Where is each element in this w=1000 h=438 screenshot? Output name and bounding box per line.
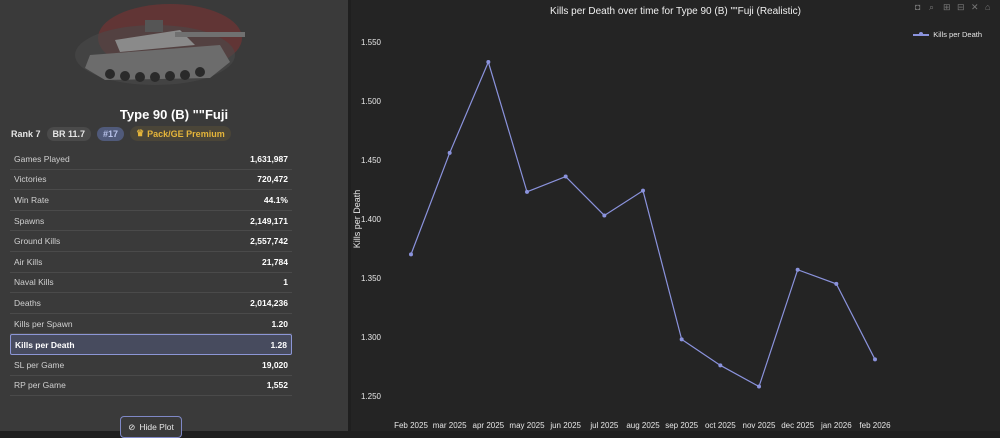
data-point bbox=[602, 213, 607, 218]
data-point bbox=[563, 174, 568, 179]
chart-title: Kills per Death over time for Type 90 (B… bbox=[550, 6, 801, 17]
stat-value: 1.20 bbox=[271, 318, 288, 329]
stat-label: Deaths bbox=[14, 297, 41, 308]
stat-value: 19,020 bbox=[262, 359, 288, 370]
data-point bbox=[525, 189, 529, 194]
data-point bbox=[641, 188, 645, 193]
vehicle-panel: Type 90 (B) ""Fuji Rank 7 BR 11.7 #17 ♛ … bbox=[0, 0, 348, 438]
hide-plot-label: Hide Plot bbox=[139, 422, 174, 432]
hide-plot-button[interactable]: ⊘ Hide Plot bbox=[120, 416, 182, 438]
stat-label: Victories bbox=[14, 174, 47, 185]
data-point bbox=[795, 267, 800, 272]
vehicle-image bbox=[75, 4, 245, 85]
premium-badge: ♛ Pack/GE Premium bbox=[130, 126, 231, 141]
y-tick-label: 1.400 bbox=[361, 215, 382, 224]
stat-value: 720,472 bbox=[257, 174, 288, 185]
y-tick-label: 1.500 bbox=[361, 97, 382, 106]
data-point bbox=[447, 150, 452, 155]
legend-swatch bbox=[913, 32, 930, 36]
stat-row[interactable]: Air Kills 21,784 bbox=[10, 252, 292, 273]
x-tick-label: apr 2025 bbox=[473, 421, 505, 430]
stat-row[interactable]: Victories 720,472 bbox=[10, 170, 292, 191]
x-tick-label: dec 2025 bbox=[781, 421, 814, 430]
br-badge: BR 11.7 bbox=[46, 126, 92, 141]
stat-row[interactable]: Naval Kills 1 bbox=[10, 273, 292, 294]
zoom-out-icon[interactable]: ⊟ bbox=[957, 2, 965, 12]
x-tick-label: feb 2026 bbox=[859, 421, 891, 430]
chart-legend[interactable]: Kills per Death bbox=[913, 30, 982, 39]
stat-row[interactable]: Games Played 1,631,987 bbox=[10, 149, 292, 170]
stat-value: 1.28 bbox=[270, 339, 287, 350]
x-tick-label: sep 2025 bbox=[665, 421, 698, 430]
stat-label: RP per Game bbox=[14, 380, 66, 391]
stat-row-selected[interactable]: Kills per Death 1.28 bbox=[10, 334, 292, 355]
chart-panel: 1.250 1.300 1.350 1.400 1.450 1.500 1.550 Feb 2… bbox=[351, 0, 1000, 431]
premium-label: Pack/GE Premium bbox=[147, 128, 225, 139]
line-chart[interactable]: 1.250 1.300 1.350 1.400 1.450 1.500 1.550 Feb 2… bbox=[351, 0, 1000, 431]
crown-icon: ♛ bbox=[136, 128, 145, 138]
stat-row[interactable]: Deaths 2,014,236 bbox=[10, 293, 292, 314]
stats-table: Games Played 1,631,987 Victories 720,472 W… bbox=[10, 149, 292, 397]
stat-label: Win Rate bbox=[14, 194, 49, 205]
x-tick-label: nov 2025 bbox=[743, 421, 776, 430]
x-tick-label: jul 2025 bbox=[589, 421, 619, 430]
stat-row[interactable]: RP per Game 1,552 bbox=[10, 376, 292, 397]
autoscale-icon[interactable]: ✕ bbox=[971, 2, 979, 12]
data-point bbox=[718, 363, 723, 368]
vehicle-name: Type 90 (B) ""Fuji bbox=[119, 107, 229, 122]
home-icon[interactable]: ⌂ bbox=[985, 2, 991, 12]
stat-label: Ground Kills bbox=[14, 236, 61, 247]
stat-label: Air Kills bbox=[14, 256, 43, 267]
stat-value: 2,557,742 bbox=[250, 236, 288, 247]
data-point bbox=[409, 252, 413, 257]
rank-label: Rank 7 bbox=[11, 128, 41, 139]
y-axis-label: Kills per Death bbox=[352, 190, 362, 249]
series-line bbox=[410, 60, 876, 388]
y-tick-label: 1.350 bbox=[361, 274, 382, 283]
y-tick-label: 1.250 bbox=[361, 392, 382, 401]
stat-value: 1 bbox=[283, 277, 288, 288]
data-point bbox=[834, 281, 839, 286]
data-point bbox=[757, 384, 761, 389]
y-tick-label: 1.550 bbox=[361, 38, 382, 47]
number-badge: #17 bbox=[97, 126, 125, 141]
x-tick-label: may 2025 bbox=[509, 421, 545, 430]
x-tick-label: oct 2025 bbox=[705, 421, 736, 430]
modebar: ◘ ⌕ ⊞ ⊟ ✕ ⌂ bbox=[915, 3, 994, 12]
camera-icon[interactable]: ◘ bbox=[915, 2, 921, 12]
x-tick-label: mar 2025 bbox=[433, 421, 467, 430]
eye-off-icon: ⊘ bbox=[128, 421, 136, 432]
legend-label: Kills per Death bbox=[933, 30, 982, 39]
stat-value: 2,014,236 bbox=[250, 297, 288, 308]
stat-label: Kills per Spawn bbox=[14, 318, 73, 329]
stat-value: 1,552 bbox=[266, 380, 288, 391]
stat-label: Kills per Death bbox=[15, 339, 75, 350]
data-point bbox=[486, 60, 491, 65]
stat-row[interactable]: Spawns 2,149,171 bbox=[10, 211, 292, 232]
stat-label: SL per Game bbox=[14, 359, 65, 370]
y-tick-label: 1.300 bbox=[361, 333, 382, 342]
stat-value: 21,784 bbox=[262, 256, 288, 267]
stat-label: Spawns bbox=[14, 215, 45, 226]
vehicle-tags: Rank 7 BR 11.7 #17 ♛ Pack/GE Premium bbox=[11, 126, 231, 141]
y-tick-label: 1.450 bbox=[361, 156, 382, 165]
stat-label: Naval Kills bbox=[14, 277, 54, 288]
stat-row[interactable]: Ground Kills 2,557,742 bbox=[10, 231, 292, 252]
stat-value: 1,631,987 bbox=[250, 153, 288, 164]
x-tick-label: Feb 2025 bbox=[394, 421, 428, 430]
data-point bbox=[873, 357, 877, 362]
zoom-icon[interactable]: ⌕ bbox=[929, 2, 935, 12]
stat-row[interactable]: SL per Game 19,020 bbox=[10, 355, 292, 376]
data-point bbox=[679, 337, 684, 342]
x-tick-label: jan 2026 bbox=[820, 421, 852, 430]
stat-row[interactable]: Kills per Spawn 1.20 bbox=[10, 314, 292, 335]
stat-value: 44.1% bbox=[263, 194, 288, 205]
x-tick-label: jun 2025 bbox=[549, 421, 581, 430]
stat-value: 2,149,171 bbox=[250, 215, 288, 226]
x-tick-label: aug 2025 bbox=[626, 421, 660, 430]
zoom-in-icon[interactable]: ⊞ bbox=[943, 2, 951, 12]
stat-label: Games Played bbox=[14, 153, 70, 164]
stat-row[interactable]: Win Rate 44.1% bbox=[10, 190, 292, 211]
